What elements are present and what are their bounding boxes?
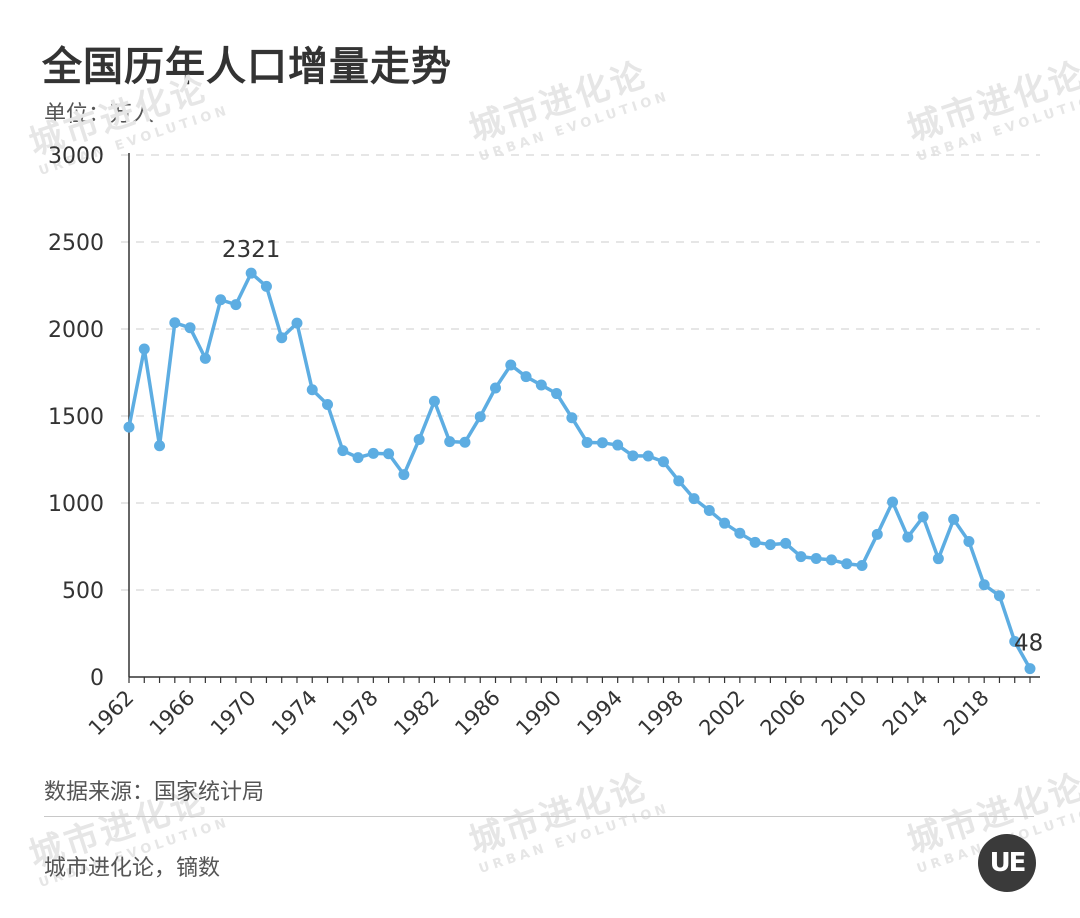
data-point <box>260 280 272 292</box>
data-label: 48 <box>1014 631 1043 657</box>
data-point <box>810 553 822 565</box>
data-point <box>535 379 547 391</box>
data-point <box>199 352 211 364</box>
series-line <box>127 271 1032 670</box>
data-point <box>780 537 792 549</box>
data-point <box>306 384 318 396</box>
data-point <box>566 412 578 424</box>
data-point <box>596 437 608 449</box>
data-point <box>932 553 944 565</box>
data-point <box>581 436 593 448</box>
data-point <box>963 535 975 547</box>
data-point <box>123 421 135 433</box>
data-point <box>688 493 700 505</box>
data-point <box>367 447 379 459</box>
data-point <box>703 504 715 516</box>
y-tick-label: 1000 <box>48 492 104 517</box>
data-point <box>734 527 746 539</box>
data-point <box>398 469 410 481</box>
data-point <box>352 452 364 464</box>
data-point <box>993 590 1005 602</box>
x-tick-label: 1970 <box>206 686 261 741</box>
y-tick-label: 3000 <box>48 144 104 169</box>
x-tick-label: 2002 <box>695 686 750 741</box>
x-tick-label: 1978 <box>328 686 383 741</box>
data-point <box>505 359 517 371</box>
y-tick-label: 2000 <box>48 318 104 343</box>
y-tick-label: 500 <box>62 579 104 604</box>
data-point <box>490 382 502 394</box>
data-point <box>291 317 303 329</box>
x-tick-label: 1982 <box>389 686 444 741</box>
x-tick-label: 1998 <box>634 686 689 741</box>
data-point <box>978 579 990 591</box>
x-tick-label: 1990 <box>511 686 566 741</box>
data-point <box>520 371 532 383</box>
data-point <box>856 559 868 571</box>
data-point <box>154 440 166 452</box>
data-point <box>413 433 425 445</box>
data-point <box>795 551 807 563</box>
data-point <box>444 436 456 448</box>
data-point <box>474 411 486 423</box>
data-point <box>657 456 669 468</box>
y-tick-label: 0 <box>90 666 104 691</box>
data-point <box>902 531 914 543</box>
data-point <box>230 299 242 311</box>
data-label: 2321 <box>222 237 281 263</box>
data-point <box>184 322 196 334</box>
x-tick-label: 1962 <box>84 686 139 741</box>
logo-badge: UE <box>978 834 1036 892</box>
unit-label: 单位：万人 <box>44 102 155 127</box>
data-point <box>1009 636 1021 648</box>
x-tick-label: 1974 <box>267 686 322 741</box>
data-point <box>428 395 440 407</box>
data-point <box>1024 663 1036 675</box>
credit-line: 城市进化论，镝数 <box>44 856 221 881</box>
data-point <box>551 388 563 400</box>
data-point <box>642 450 654 462</box>
y-tick-label: 2500 <box>48 231 104 256</box>
data-point <box>825 554 837 566</box>
page-title: 全国历年人口增量走势 <box>42 44 452 90</box>
data-point <box>276 332 288 344</box>
data-point <box>948 513 960 525</box>
data-point <box>138 343 150 355</box>
data-point <box>719 517 731 529</box>
data-point <box>673 475 685 487</box>
x-tick-label: 2006 <box>756 686 811 741</box>
data-point <box>383 448 395 460</box>
data-point <box>627 450 639 462</box>
divider <box>44 816 1034 817</box>
x-tick-label: 2010 <box>817 686 872 741</box>
x-tick-label: 2018 <box>939 686 994 741</box>
data-point <box>245 267 257 279</box>
x-tick-label: 1994 <box>572 686 627 741</box>
data-point <box>841 558 853 570</box>
data-source: 数据来源：国家统计局 <box>44 780 265 805</box>
data-point <box>322 399 334 411</box>
data-point <box>871 528 883 540</box>
data-point <box>749 536 761 548</box>
data-point <box>764 539 776 551</box>
data-point <box>887 496 899 508</box>
data-point <box>337 445 349 457</box>
y-tick-label: 1500 <box>48 405 104 430</box>
data-point <box>215 294 227 306</box>
data-point <box>459 436 471 448</box>
x-tick-label: 1966 <box>145 686 200 741</box>
x-tick-label: 2014 <box>878 686 933 741</box>
x-tick-label: 1986 <box>450 686 505 741</box>
data-point <box>917 511 929 523</box>
data-point <box>169 317 181 329</box>
data-point <box>612 439 624 451</box>
